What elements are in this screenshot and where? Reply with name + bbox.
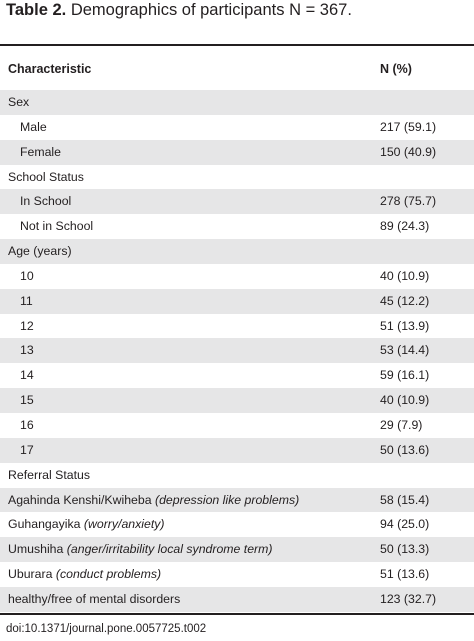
row-n-percent: 59 (16.1) [380,368,430,383]
row-label: 10 [20,268,34,283]
row-n-percent: 89 (24.3) [380,219,430,234]
row-characteristic: 12 [20,314,34,339]
row-label: 15 [20,393,34,408]
doi-footnote: doi:10.1371/journal.pone.0057725.t002 [6,623,207,635]
table-row: 11 45 (12.2) [0,288,474,314]
row-label: Age (years) [8,244,72,259]
row-characteristic: Not in School [20,214,93,239]
row-characteristic: healthy/free of mental disorders [8,587,180,612]
row-label: Female [20,144,62,159]
row-label: healthy/free of mental disorders [8,591,181,606]
table-number: Table 2. [6,1,67,19]
row-description: (conduct problems) [55,567,162,582]
row-n-percent: 278 (75.7) [380,194,437,209]
table-row: Umushiha (anger/irritability local syndr… [0,537,474,563]
row-n-percent: 51 (13.6) [380,567,430,582]
row-n-percent: 45 (12.2) [380,293,430,308]
table-row: In School 278 (75.7) [0,189,474,215]
row-characteristic: Sex [8,90,29,115]
row-characteristic: Guhangayika (worry/anxiety) [8,512,165,537]
row-label: 14 [20,368,34,383]
table-row: Age (years) [0,239,474,264]
row-label: 11 [20,293,33,308]
table-row: Male 217 (59.1) [0,115,474,140]
table-row: 10 40 (10.9) [0,264,474,289]
top-rule [0,44,474,46]
row-characteristic: 10 [20,264,34,289]
header-n-percent: N (%) [380,62,412,76]
row-label: Uburara [8,567,53,582]
table-row: Sex [0,90,474,115]
row-n-percent: 40 (10.9) [380,393,430,408]
table-row: 17 50 (13.6) [0,437,474,463]
row-label: Guhangayika [8,517,81,532]
row-characteristic: In School [20,189,71,214]
row-label: In School [20,194,72,209]
row-characteristic: School Status [8,165,84,190]
table-row: 13 53 (14.4) [0,338,474,364]
row-label: School Status [8,169,84,184]
table-row: 15 40 (10.9) [0,388,474,413]
row-characteristic: Agahinda Kenshi/Kwiheba (depression like… [8,488,299,513]
row-label: Sex [8,95,30,109]
row-n-percent: 123 (32.7) [380,591,437,606]
row-n-percent: 40 (10.9) [380,268,430,283]
row-label: Umushiha [8,542,64,557]
row-n-percent: 53 (14.4) [380,343,430,358]
table-row: 16 29 (7.9) [0,413,474,438]
row-label: Agahinda Kenshi/Kwiheba [8,492,152,507]
table-row: Not in School 89 (24.3) [0,214,474,239]
row-characteristic: 16 [20,413,34,438]
row-label: Referral Status [8,467,91,482]
row-description: (anger/irritability local syndrome term) [66,542,273,557]
row-n-percent: 217 (59.1) [380,119,437,134]
row-characteristic: Female [20,140,61,165]
row-characteristic: Age (years) [8,239,72,264]
row-n-percent: 51 (13.9) [380,318,430,333]
row-characteristic: Uburara (conduct problems) [8,562,161,587]
table-title: Demographics of participants N = 367. [70,1,352,19]
row-characteristic: Referral Status [8,463,90,488]
row-characteristic: 14 [20,363,34,388]
row-label: Male [20,119,47,134]
bottom-rule [0,613,474,615]
table-row: Female 150 (40.9) [0,139,474,165]
table-row: Agahinda Kenshi/Kwiheba (depression like… [0,487,474,513]
table-row: Uburara (conduct problems) 51 (13.6) [0,562,474,587]
table-row: healthy/free of mental disorders 123 (32.… [0,586,474,612]
table-body: Sex Male 217 (59.1) Female 150 (40.9) School … [0,90,474,612]
row-label: 13 [20,343,34,358]
row-label: 17 [20,442,34,457]
row-n-percent: 29 (7.9) [380,417,423,432]
row-characteristic: 17 [20,438,34,463]
row-n-percent: 58 (15.4) [380,492,430,507]
row-characteristic: 15 [20,388,34,413]
row-description: (worry/anxiety) [83,517,165,532]
row-n-percent: 150 (40.9) [380,144,437,159]
row-label: 12 [20,318,34,333]
table-row: 14 59 (16.1) [0,363,474,388]
row-characteristic: Male [20,115,47,140]
table-row: Referral Status [0,463,474,488]
row-label: 16 [20,417,34,432]
row-characteristic: Umushiha (anger/irritability local syndr… [8,537,273,562]
row-characteristic: 11 [20,289,33,314]
table-header: Characteristic N (%) [0,57,474,83]
table-row: Guhangayika (worry/anxiety) 94 (25.0) [0,512,474,537]
row-n-percent: 50 (13.6) [380,442,430,457]
row-label: Not in School [20,219,94,234]
row-n-percent: 50 (13.3) [380,542,430,557]
row-description: (depression like problems) [155,492,300,507]
row-n-percent: 94 (25.0) [380,517,430,532]
row-characteristic: 13 [20,338,34,363]
table-row: School Status [0,165,474,190]
header-characteristic: Characteristic [8,62,92,76]
table-caption: Table 2. Demographics of participants N … [6,0,352,26]
table-row: 12 51 (13.9) [0,314,474,339]
